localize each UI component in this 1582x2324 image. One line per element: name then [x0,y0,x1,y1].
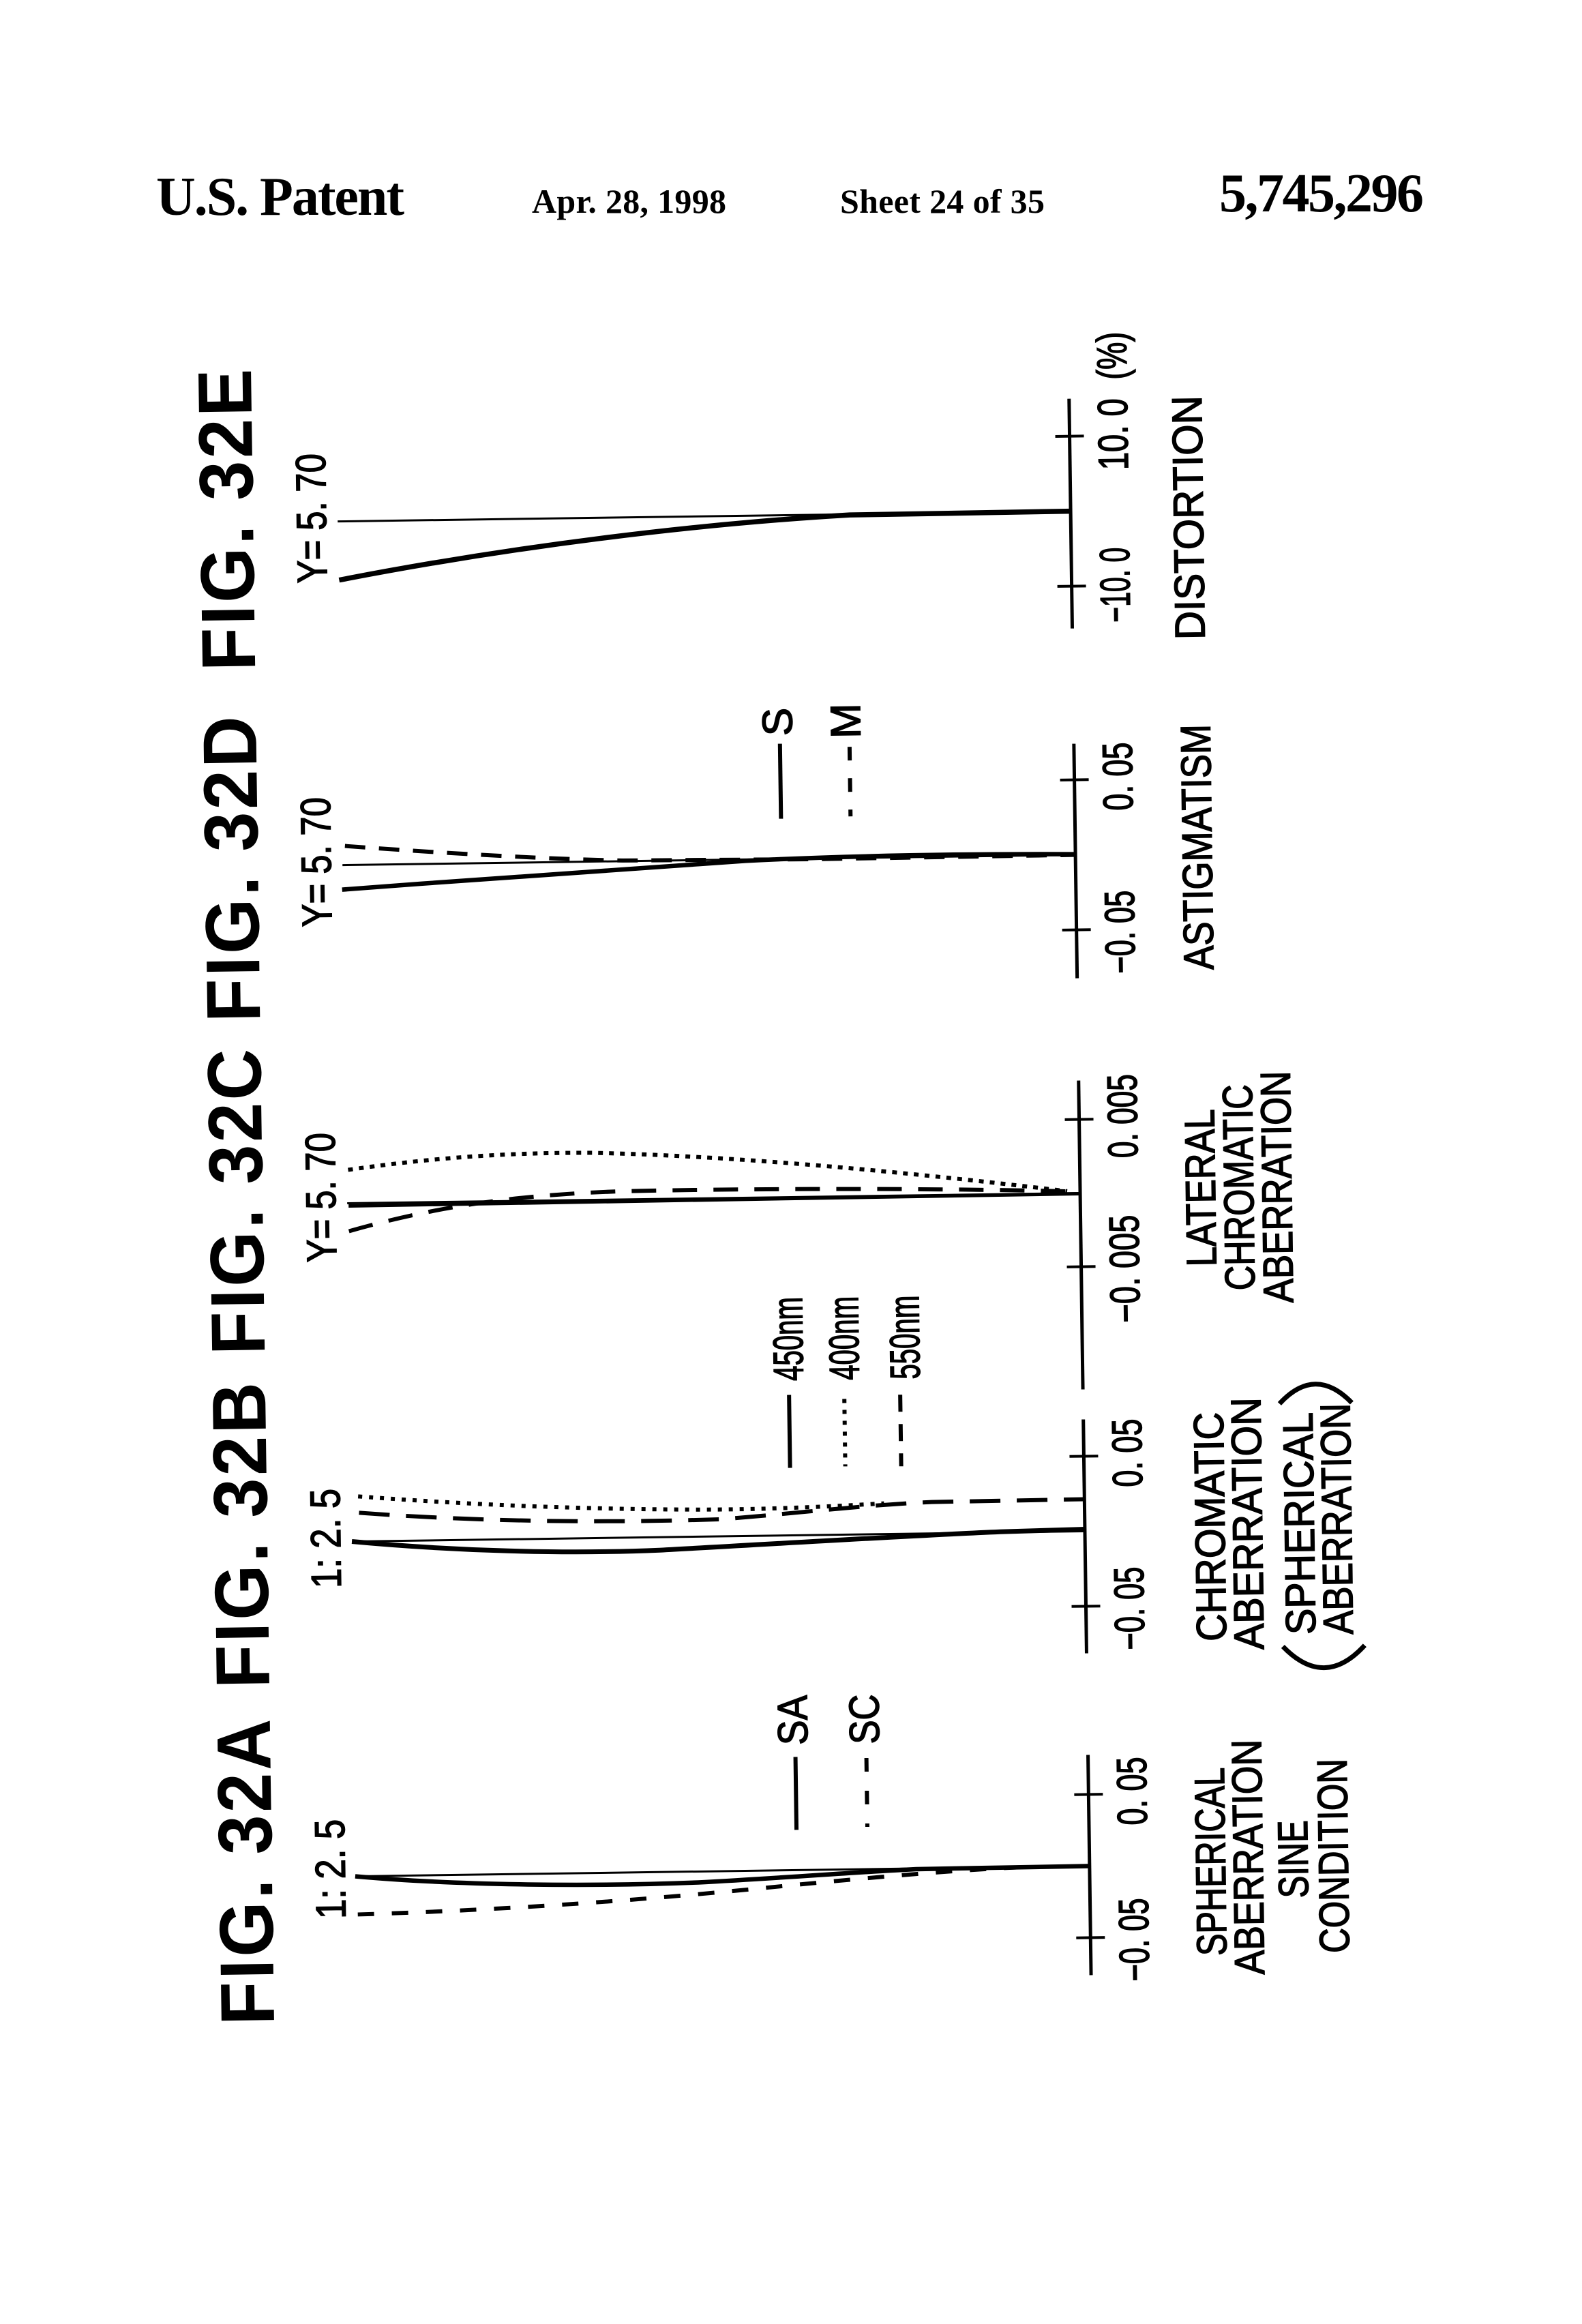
svg-text:−0. 005: −0. 005 [1101,1215,1150,1323]
svg-text:(%): (%) [1088,331,1136,380]
svg-text:5,745,296: 5,745,296 [1219,164,1424,224]
svg-text:1: 2. 5: 1: 2. 5 [302,1489,350,1589]
svg-text:10. 0: 10. 0 [1090,398,1137,471]
svg-text:−0. 05: −0. 05 [1110,1898,1159,1982]
svg-text:CONDITION: CONDITION [1309,1758,1359,1953]
svg-text:0. 05: 0. 05 [1104,1418,1152,1487]
svg-text:FIG. 32A: FIG. 32A [200,1716,290,2026]
svg-text:−0. 05: −0. 05 [1096,890,1145,974]
svg-text:SC: SC [841,1694,889,1744]
svg-text:0. 05: 0. 05 [1109,1757,1156,1826]
svg-text:SPHERICAL: SPHERICAL [1186,1767,1236,1956]
svg-text:CHROMATIC: CHROMATIC [1186,1412,1236,1641]
svg-text:ABERRATION: ABERRATION [1223,1739,1274,1975]
svg-text:FIG. 32C: FIG. 32C [191,1046,281,1356]
svg-text:ASTIGMATISM: ASTIGMATISM [1172,724,1223,970]
svg-text:550nm: 550nm [881,1295,929,1380]
svg-text:S: S [754,708,802,736]
svg-text:1: 2. 5: 1: 2. 5 [307,1819,355,1920]
svg-text:LATERAL: LATERAL [1176,1109,1225,1267]
svg-text:−0. 05: −0. 05 [1106,1566,1154,1650]
svg-text:450nm: 450nm [764,1297,813,1382]
svg-text:Sheet 24 of 35: Sheet 24 of 35 [840,182,1045,220]
svg-text:SINE: SINE [1270,1820,1318,1898]
svg-text:FIG. 32E: FIG. 32E [182,366,272,672]
svg-text:CHROMATIC: CHROMATIC [1214,1084,1264,1291]
svg-text:SPHERICAL: SPHERICAL [1275,1412,1326,1635]
svg-text:0. 05: 0. 05 [1094,742,1142,811]
svg-text:SA: SA [769,1695,817,1746]
svg-text:Y= 5. 70: Y= 5. 70 [297,1133,346,1263]
svg-text:−10. 0: −10. 0 [1092,547,1140,623]
svg-text:ABERRATION: ABERRATION [1253,1071,1303,1303]
svg-text:Y= 5. 70: Y= 5. 70 [293,797,342,927]
svg-text:Y= 5. 70: Y= 5. 70 [288,453,337,584]
svg-text:U.S. Patent: U.S. Patent [156,167,404,227]
svg-text:M: M [822,703,870,739]
svg-text:Apr. 28, 1998: Apr. 28, 1998 [532,182,726,220]
svg-text:FIG. 32D: FIG. 32D [187,713,277,1023]
svg-text:400nm: 400nm [820,1296,869,1380]
svg-text:ABERRATION: ABERRATION [1223,1397,1273,1650]
svg-text:FIG. 32B: FIG. 32B [196,1380,286,1689]
svg-text:0. 005: 0. 005 [1099,1074,1148,1159]
svg-text:ABERRATION: ABERRATION [1312,1403,1362,1635]
svg-text:DISTORTION: DISTORTION [1164,396,1214,640]
